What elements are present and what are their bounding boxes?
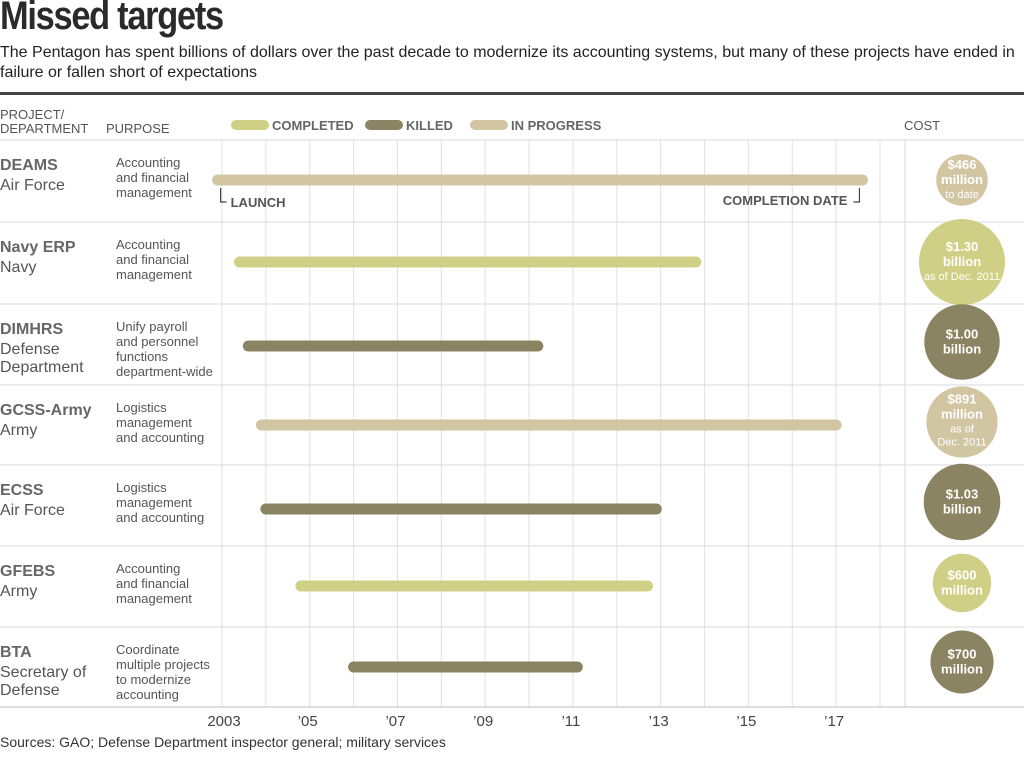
- project-name: DEAMS: [0, 157, 58, 174]
- project-purpose: and financial: [116, 170, 189, 185]
- project-name: Navy ERP: [0, 239, 76, 256]
- project-department: Navy: [0, 259, 36, 276]
- cost-bubble: [936, 154, 988, 206]
- project-purpose: management: [116, 591, 192, 606]
- cost-value: $891: [948, 392, 977, 407]
- completion-annotation: COMPLETION DATE: [723, 193, 848, 208]
- cost-column-header: COST: [904, 118, 940, 133]
- project-purpose: and financial: [116, 576, 189, 591]
- legend-label-killed: KILLED: [406, 118, 453, 133]
- cost-value: billion: [943, 502, 981, 517]
- cost-bubble: [924, 304, 1000, 380]
- project-purpose: multiple projects: [116, 657, 210, 672]
- project-purpose: management: [116, 415, 192, 430]
- project-purpose: to modernize: [116, 672, 191, 687]
- top-rule: [0, 92, 1024, 95]
- cost-note: as of: [950, 424, 975, 436]
- x-tick-label: ’09: [473, 713, 493, 730]
- project-department: Army: [0, 422, 37, 439]
- project-purpose: Logistics: [116, 480, 167, 495]
- project-purpose: and accounting: [116, 430, 204, 445]
- project-column-header: PROJECT/: [0, 107, 65, 122]
- x-tick-label: ’13: [649, 713, 669, 730]
- project-name: BTA: [0, 644, 32, 661]
- cost-bubble: [930, 630, 994, 694]
- launch-annotation: LAUNCH: [231, 195, 286, 210]
- project-department: Air Force: [0, 502, 65, 519]
- cost-bubble: [923, 463, 1001, 541]
- project-department: Secretary of: [0, 664, 87, 681]
- project-purpose: accounting: [116, 687, 179, 702]
- cost-value: million: [941, 662, 983, 677]
- x-tick-label: 2003: [207, 713, 240, 730]
- legend-label-completed: COMPLETED: [272, 118, 354, 133]
- project-purpose: Accounting: [116, 155, 180, 170]
- launch-bracket: [220, 188, 227, 203]
- cost-value: billion: [943, 342, 981, 357]
- cost-note: Dec. 2011: [937, 437, 986, 449]
- cost-value: $1.30: [946, 239, 979, 254]
- department-column-header: DEPARTMENT: [0, 121, 88, 136]
- project-purpose: Logistics: [116, 400, 167, 415]
- project-purpose: and personnel: [116, 334, 199, 349]
- project-purpose: Coordinate: [116, 642, 180, 657]
- cost-bubble: [919, 219, 1005, 305]
- cost-value: million: [941, 172, 983, 187]
- cost-bubble: [932, 553, 992, 613]
- x-tick-label: ’15: [736, 713, 756, 730]
- x-tick-label: ’05: [298, 713, 318, 730]
- legend-label-in-progress: IN PROGRESS: [511, 118, 602, 133]
- project-department: Air Force: [0, 177, 65, 194]
- x-tick-label: ’17: [824, 713, 844, 730]
- cost-value: $1.00: [946, 327, 979, 342]
- project-purpose: Unify payroll: [116, 319, 188, 334]
- cost-value: $600: [948, 568, 977, 583]
- project-purpose: Accounting: [116, 561, 180, 576]
- project-name: DIMHRS: [0, 321, 63, 338]
- project-purpose: management: [116, 185, 192, 200]
- project-purpose: and financial: [116, 252, 189, 267]
- x-tick-label: ’07: [385, 713, 405, 730]
- sources-note: Sources: GAO; Defense Department inspect…: [0, 734, 446, 750]
- project-purpose: functions: [116, 349, 169, 364]
- cost-value: billion: [943, 254, 981, 269]
- project-department: Defense: [0, 682, 60, 699]
- project-purpose: management: [116, 267, 192, 282]
- project-name: GCSS-Army: [0, 402, 92, 419]
- cost-value: million: [941, 583, 983, 598]
- project-department: Defense: [0, 341, 60, 358]
- cost-value: million: [941, 407, 983, 422]
- cost-note: to date: [945, 189, 979, 201]
- x-tick-label: ’11: [561, 713, 580, 730]
- project-purpose: Accounting: [116, 237, 180, 252]
- purpose-column-header: PURPOSE: [106, 121, 170, 136]
- cost-value: $1.03: [946, 487, 979, 502]
- cost-note: as of Dec. 2011: [924, 271, 1000, 283]
- chart-title: Missed targets: [0, 0, 224, 38]
- completion-bracket: [853, 188, 861, 203]
- project-department: Army: [0, 583, 37, 600]
- project-department: Department: [0, 359, 84, 376]
- chart-subtitle: The Pentagon has spent billions of dolla…: [0, 44, 1015, 81]
- project-name: ECSS: [0, 482, 44, 499]
- project-name: GFEBS: [0, 563, 55, 580]
- cost-value: $466: [948, 157, 977, 172]
- project-purpose: department-wide: [116, 364, 213, 379]
- cost-bubble: [926, 386, 998, 458]
- project-purpose: and accounting: [116, 510, 204, 525]
- project-purpose: management: [116, 495, 192, 510]
- cost-value: $700: [948, 647, 977, 662]
